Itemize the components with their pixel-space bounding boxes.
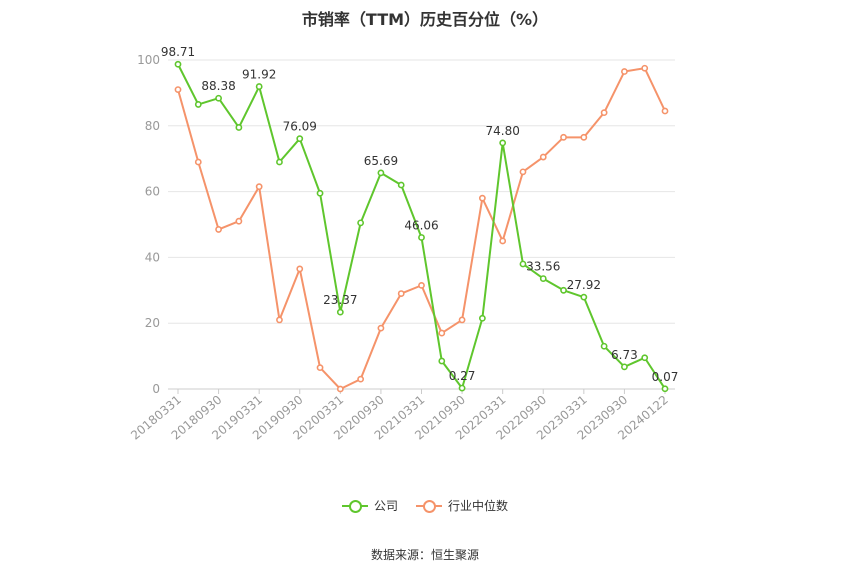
source-note: 数据来源：恒生聚源 xyxy=(370,548,479,562)
data-label: 0.27 xyxy=(449,369,476,383)
data-point-industry-median xyxy=(580,133,588,141)
data-point-industry-median xyxy=(336,385,344,393)
data-point-industry-median xyxy=(621,68,628,75)
data-point-industry-median xyxy=(377,324,385,332)
data-point-company xyxy=(276,158,283,166)
data-point-industry-median xyxy=(235,217,243,225)
data-label: 33.56 xyxy=(526,260,560,274)
data-label: 23.37 xyxy=(323,293,357,307)
data-point-company xyxy=(458,384,466,392)
data-point-company xyxy=(336,308,344,316)
data-point-company xyxy=(377,169,385,177)
data-point-company xyxy=(519,260,527,268)
data-label: 74.80 xyxy=(485,124,519,138)
data-point-company xyxy=(661,385,669,393)
data-point-company xyxy=(194,101,202,108)
data-point-industry-median xyxy=(641,64,649,72)
data-point-industry-median xyxy=(560,133,567,141)
data-point-company xyxy=(357,219,365,227)
data-point-industry-median xyxy=(296,265,304,273)
data-point-industry-median xyxy=(438,329,446,337)
legend-label-company: 公司 xyxy=(373,499,398,513)
data-label: 27.92 xyxy=(567,278,601,292)
data-point-industry-median xyxy=(600,109,608,117)
data-label: 88.38 xyxy=(201,79,235,93)
chart-title: 市销率（TTM）历史百分位（%） xyxy=(301,10,549,29)
data-point-company xyxy=(316,189,324,197)
data-point-industry-median xyxy=(539,153,547,161)
data-point-company xyxy=(418,234,425,241)
y-tick-label: 100 xyxy=(137,53,160,67)
data-point-industry-median xyxy=(499,237,507,245)
data-point-industry-median xyxy=(478,194,486,202)
data-point-company xyxy=(539,275,547,282)
legend-line-marker-icon xyxy=(416,499,442,513)
data-label: 98.71 xyxy=(161,45,195,59)
data-point-industry-median xyxy=(357,375,365,383)
data-point-company xyxy=(580,293,588,301)
y-tick-label: 40 xyxy=(145,250,160,264)
data-point-industry-median xyxy=(276,316,283,324)
y-tick-label: 20 xyxy=(145,316,160,330)
data-point-industry-median xyxy=(661,107,669,115)
legend-line-marker-icon xyxy=(341,499,368,513)
data-label: 91.92 xyxy=(242,68,276,82)
legend: 公司 行业中位数 xyxy=(0,497,850,514)
y-tick-label: 0 xyxy=(152,382,160,396)
data-point-industry-median xyxy=(316,364,324,372)
data-point-industry-median xyxy=(418,281,425,289)
data-label: 65.69 xyxy=(364,154,398,168)
data-point-industry-median xyxy=(397,290,405,297)
data-point-company xyxy=(296,135,304,143)
data-point-company xyxy=(215,94,222,102)
legend-label-industry-median: 行业中位数 xyxy=(448,499,509,513)
data-label: 76.09 xyxy=(283,120,317,134)
data-point-company xyxy=(397,181,405,189)
data-point-industry-median xyxy=(255,183,263,191)
data-label: 0.07 xyxy=(652,370,679,384)
data-point-company xyxy=(641,354,649,362)
legend-item-company[interactable]: 公司 xyxy=(341,497,398,514)
data-point-company xyxy=(621,363,628,371)
data-label: 6.73 xyxy=(611,348,638,362)
y-tick-label: 80 xyxy=(145,119,160,133)
data-point-industry-median xyxy=(519,168,527,176)
data-point-company xyxy=(438,357,446,365)
data-point-industry-median xyxy=(174,86,182,94)
y-tick-label: 60 xyxy=(145,185,160,199)
data-point-company xyxy=(235,124,243,131)
data-point-company xyxy=(499,139,507,147)
data-point-industry-median xyxy=(194,158,202,166)
data-point-industry-median xyxy=(215,226,222,233)
legend-item-industry-median[interactable]: 行业中位数 xyxy=(416,497,508,514)
data-point-company xyxy=(560,286,567,294)
data-point-company xyxy=(174,60,182,68)
data-label: 46.06 xyxy=(404,218,438,232)
data-point-company xyxy=(255,83,263,90)
data-point-company xyxy=(600,342,608,350)
data-point-company xyxy=(478,314,486,322)
data-point-industry-median xyxy=(458,316,466,324)
